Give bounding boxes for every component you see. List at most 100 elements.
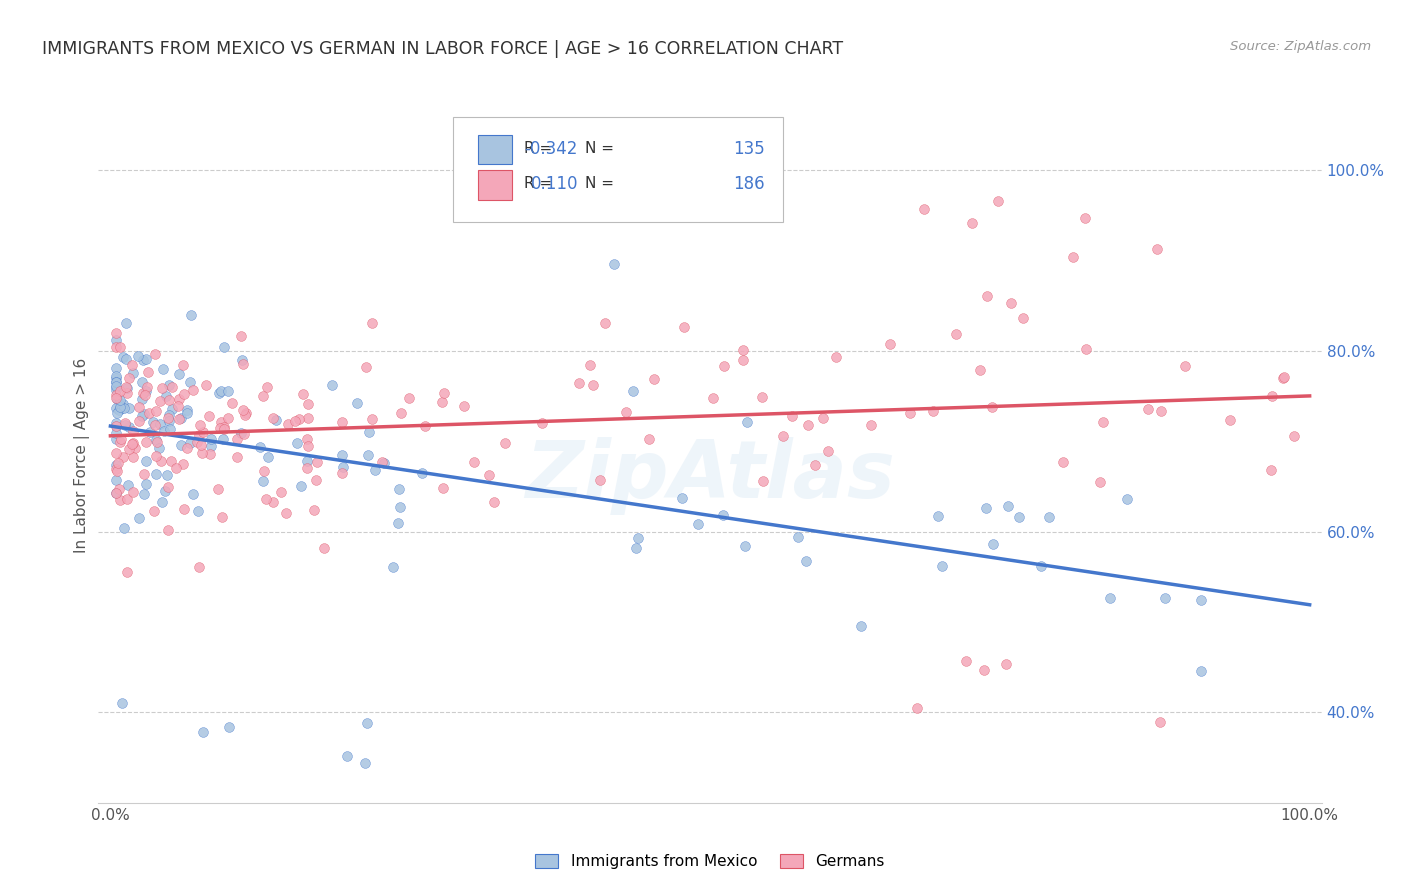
- Point: [218, 721, 240, 735]
- Point: [111, 401, 134, 416]
- Point: [214, 422, 236, 436]
- Point: [118, 442, 141, 457]
- Point: [593, 316, 616, 330]
- Text: ZipAtlas: ZipAtlas: [524, 437, 896, 515]
- Point: [105, 458, 128, 472]
- Point: [128, 414, 150, 428]
- Point: [191, 425, 214, 439]
- Point: [931, 558, 953, 573]
- Point: [229, 328, 252, 343]
- Point: [671, 491, 693, 505]
- Point: [797, 417, 820, 432]
- Point: [110, 400, 132, 414]
- Point: [131, 409, 153, 423]
- Point: [134, 407, 156, 421]
- Text: N =: N =: [585, 176, 614, 191]
- Point: [995, 657, 1018, 671]
- Point: [1000, 296, 1022, 310]
- Point: [108, 435, 131, 450]
- Point: [208, 385, 231, 400]
- Point: [361, 316, 384, 330]
- Point: [105, 383, 128, 397]
- Point: [1282, 428, 1305, 442]
- Point: [143, 418, 166, 433]
- Point: [198, 447, 221, 461]
- Point: [229, 426, 252, 441]
- Point: [291, 387, 314, 401]
- Point: [530, 416, 553, 430]
- Point: [105, 376, 128, 390]
- Point: [927, 508, 949, 523]
- Point: [172, 457, 194, 471]
- Point: [152, 495, 174, 509]
- Point: [302, 502, 325, 516]
- Point: [187, 560, 209, 574]
- Point: [1150, 403, 1173, 417]
- Point: [136, 366, 159, 380]
- Point: [346, 396, 368, 410]
- Point: [388, 483, 411, 497]
- Point: [643, 372, 665, 386]
- Point: [1088, 475, 1111, 490]
- Point: [159, 422, 181, 436]
- Point: [128, 401, 150, 415]
- FancyBboxPatch shape: [478, 170, 512, 200]
- Point: [621, 384, 644, 399]
- Point: [122, 436, 145, 450]
- Point: [112, 401, 135, 415]
- Point: [156, 468, 179, 483]
- Point: [262, 410, 284, 425]
- Point: [214, 420, 236, 434]
- Point: [179, 376, 201, 390]
- Point: [463, 455, 485, 469]
- Point: [111, 350, 134, 364]
- Point: [105, 406, 128, 420]
- Point: [321, 377, 343, 392]
- Point: [209, 384, 232, 398]
- Point: [371, 455, 394, 469]
- Point: [478, 467, 501, 482]
- Point: [1098, 591, 1121, 606]
- Point: [357, 425, 380, 439]
- Point: [122, 485, 145, 500]
- Point: [974, 501, 997, 516]
- Point: [411, 466, 433, 480]
- Point: [114, 418, 136, 433]
- Point: [167, 400, 190, 414]
- Point: [124, 442, 146, 456]
- Point: [115, 380, 138, 394]
- Point: [142, 504, 165, 518]
- Point: [987, 194, 1010, 209]
- Point: [143, 346, 166, 360]
- Text: 186: 186: [734, 175, 765, 193]
- Point: [135, 435, 157, 450]
- Point: [232, 403, 254, 417]
- Point: [638, 432, 661, 446]
- Point: [295, 454, 318, 468]
- Point: [117, 478, 139, 492]
- Point: [105, 485, 128, 500]
- Point: [711, 508, 734, 523]
- Point: [262, 494, 284, 508]
- Point: [105, 433, 128, 447]
- Point: [149, 394, 172, 409]
- Point: [253, 464, 276, 478]
- Point: [955, 654, 977, 668]
- Point: [135, 352, 157, 367]
- Point: [111, 397, 134, 411]
- Point: [105, 485, 128, 500]
- Point: [108, 492, 131, 507]
- Point: [494, 435, 516, 450]
- Point: [290, 479, 312, 493]
- Point: [568, 376, 591, 390]
- Point: [453, 399, 475, 413]
- Point: [232, 358, 254, 372]
- Point: [105, 419, 128, 434]
- Point: [142, 415, 165, 429]
- Text: N =: N =: [585, 141, 614, 156]
- Point: [225, 450, 247, 464]
- Point: [122, 366, 145, 380]
- Point: [191, 446, 214, 460]
- Point: [357, 448, 380, 462]
- Point: [157, 480, 180, 494]
